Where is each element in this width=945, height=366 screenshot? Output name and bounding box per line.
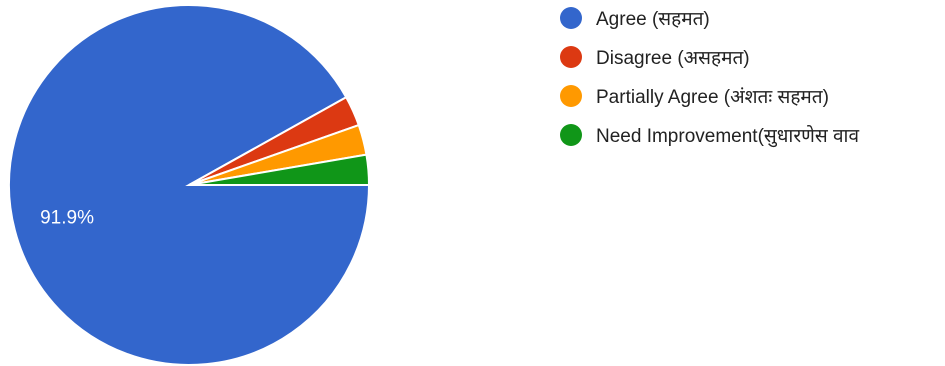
pie-slices [8, 4, 371, 366]
pie-slice-need-improvement[interactable] [188, 153, 371, 186]
legend-item-agree[interactable]: Agree (सहमत) [560, 3, 859, 32]
legend: Agree (सहमत) Disagree (असहमत) Partially … [560, 3, 859, 159]
legend-label-agree: Agree (सहमत) [596, 8, 710, 30]
legend-swatch-agree [560, 6, 582, 29]
legend-swatch-partially-agree [560, 84, 582, 107]
legend-swatch-need-improvement [560, 123, 582, 146]
pie-slice-label-agree: 91.9% [40, 208, 94, 229]
legend-item-need-improvement[interactable]: Need Improvement(सुधारणेस वाव [560, 120, 859, 149]
legend-label-partially-agree: Partially Agree (अंशतः सहमत) [596, 86, 829, 108]
legend-swatch-disagree [560, 45, 582, 68]
legend-item-partially-agree[interactable]: Partially Agree (अंशतः सहमत) [560, 81, 859, 110]
legend-item-disagree[interactable]: Disagree (असहमत) [560, 42, 859, 71]
legend-label-disagree: Disagree (असहमत) [596, 47, 750, 69]
legend-label-need-improvement: Need Improvement(सुधारणेस वाव [596, 125, 860, 147]
pie-slice-labels: 91.9% [40, 208, 94, 229]
pie-slice-agree[interactable] [8, 4, 371, 366]
